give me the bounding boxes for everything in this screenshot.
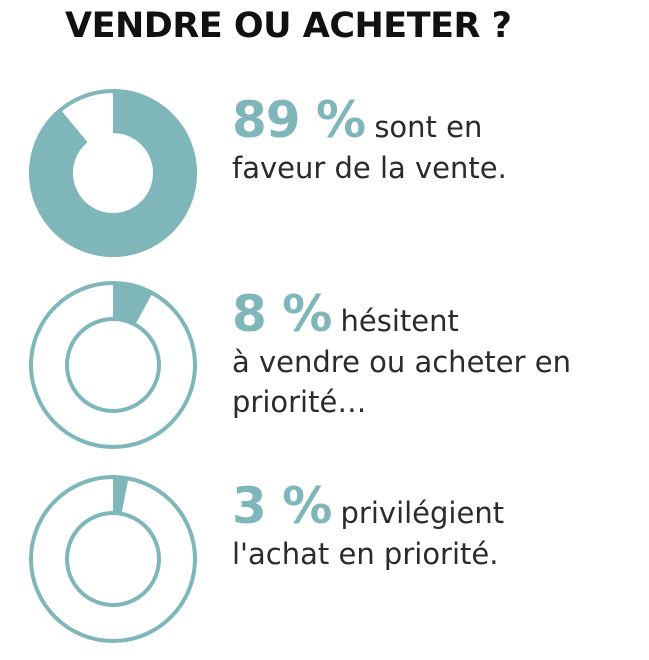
donut-outer-ring-hesitate — [29, 281, 197, 449]
donut-svg-sell — [29, 89, 197, 257]
donut-inner-ring-buy — [65, 511, 161, 607]
donut-chart-sell — [28, 88, 198, 258]
stat-block-hesitate: 8 % hésitent à vendre ou acheter en prio… — [232, 286, 612, 422]
donut-svg-hesitate — [29, 281, 197, 449]
donut-svg-buy — [29, 475, 197, 643]
stat-block-buy: 3 % privilégient l'achat en priorité. — [232, 478, 504, 574]
donut-chart-buy — [28, 474, 198, 644]
stat-block-sell: 89 % sont en faveur de la vente. — [232, 92, 507, 188]
page-title: VENDRE OU ACHETER ? — [65, 6, 512, 46]
stat-text-hesitate-first: hésitent — [340, 304, 459, 338]
donut-outer-ring-buy — [29, 475, 197, 643]
stat-percentage-sell: 89 % — [232, 91, 366, 149]
stat-text-buy-rest: l'achat en priorité. — [232, 537, 499, 571]
donut-inner-ring-hesitate — [65, 317, 161, 413]
stat-percentage-buy: 3 % — [232, 477, 332, 535]
donut-chart-hesitate — [28, 280, 198, 450]
stat-text-buy-first: privilégient — [340, 496, 505, 530]
stat-text-sell-rest: faveur de la vente. — [232, 151, 507, 185]
stat-text-hesitate-rest: à vendre ou acheter en priorité… — [232, 345, 571, 419]
stat-percentage-hesitate: 8 % — [232, 285, 332, 343]
stat-text-sell-first: sont en — [374, 110, 483, 144]
donut-hole-sell — [73, 133, 153, 213]
